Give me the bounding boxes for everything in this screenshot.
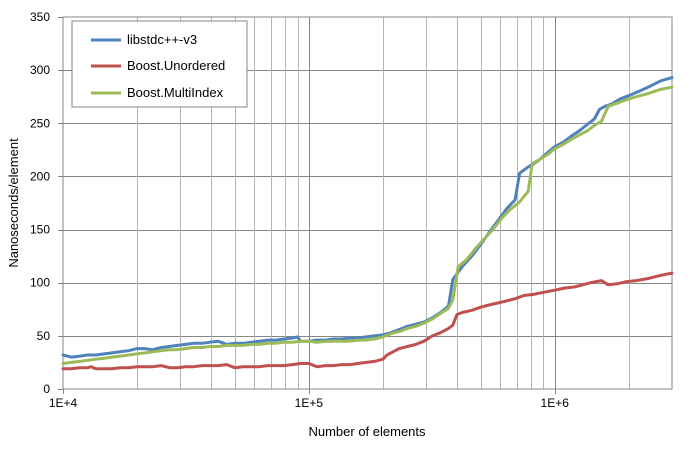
y-tick-label: 200 <box>30 169 50 183</box>
legend-label-boost-multiindex: Boost.MultiIndex <box>127 85 224 100</box>
y-tick-label: 100 <box>30 276 50 290</box>
y-tick-label: 150 <box>30 223 50 237</box>
x-axis-ticks: 1E+4 1E+5 1E+6 <box>49 389 569 410</box>
y-tick-label: 50 <box>37 329 51 343</box>
plot-area-border <box>62 16 673 390</box>
x-tick-label: 1E+4 <box>49 396 78 410</box>
y-tick-label: 350 <box>30 10 50 24</box>
x-tick-label: 1E+6 <box>541 396 570 410</box>
series-lines <box>61 76 674 371</box>
x-tick-label: 1E+5 <box>295 396 324 410</box>
y-tick-label: 0 <box>43 382 50 396</box>
series-line-boost-unordered <box>61 271 674 371</box>
y-tick-label: 250 <box>30 116 50 130</box>
x-axis-title: Number of elements <box>308 424 426 439</box>
legend-label-libstdc: libstdc++-v3 <box>127 32 197 47</box>
y-tick-label: 300 <box>30 63 50 77</box>
legend-label-boost-unordered: Boost.Unordered <box>127 58 225 73</box>
series-line-libstdc-v3 <box>61 76 674 359</box>
legend: libstdc++-v3 Boost.Unordered Boost.Multi… <box>71 20 248 108</box>
series-line-boost-multiindex <box>61 85 674 365</box>
y-axis-ticks: 0 50 100 150 200 250 300 350 <box>30 10 63 396</box>
y-axis-title: Nanoseconds/element <box>6 138 21 268</box>
